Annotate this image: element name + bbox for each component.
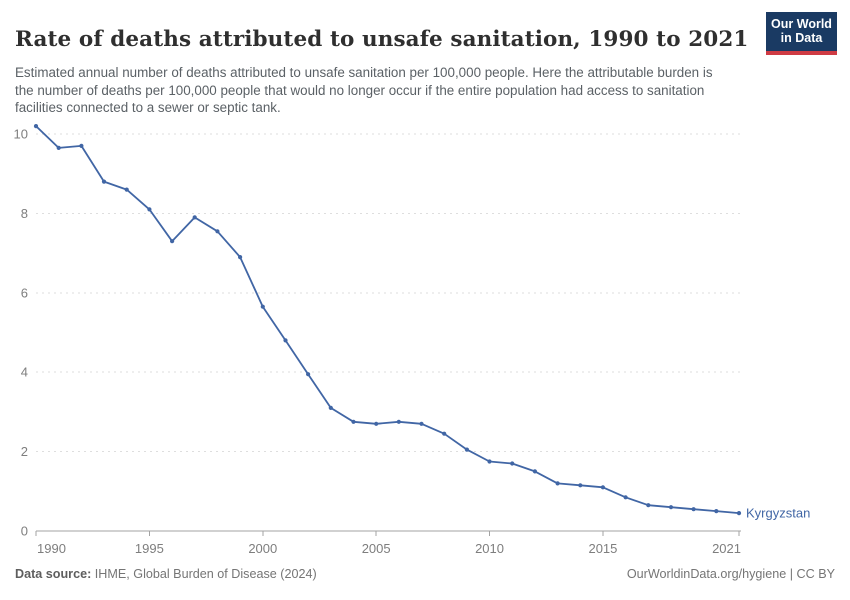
data-point[interactable]: [124, 187, 129, 192]
data-point[interactable]: [79, 143, 84, 148]
y-axis-label: 8: [21, 206, 28, 221]
data-point[interactable]: [147, 207, 152, 212]
y-axis-label: 10: [14, 127, 28, 142]
data-point[interactable]: [374, 421, 379, 426]
y-axis-label: 0: [21, 524, 28, 539]
y-axis-label: 6: [21, 285, 28, 300]
data-point[interactable]: [532, 469, 538, 474]
data-point[interactable]: [56, 145, 61, 150]
x-axis-label: 1995: [135, 541, 164, 556]
data-point[interactable]: [238, 255, 243, 260]
data-point[interactable]: [101, 179, 107, 184]
y-axis-label: 2: [21, 444, 28, 459]
data-point[interactable]: [714, 509, 719, 514]
data-point[interactable]: [691, 507, 696, 512]
chart-subtitle: Estimated annual number of deaths attrib…: [15, 65, 713, 116]
license-credit: OurWorldinData.org/hygiene | CC BY: [626, 567, 835, 581]
data-point[interactable]: [33, 124, 39, 129]
data-point[interactable]: [351, 419, 356, 424]
data-point[interactable]: [646, 503, 651, 508]
data-point[interactable]: [578, 483, 583, 488]
chart-footer: Data source: IHME, Global Burden of Dise…: [15, 567, 835, 581]
data-point[interactable]: [464, 447, 469, 452]
data-point[interactable]: [487, 459, 492, 464]
data-point[interactable]: [215, 229, 220, 234]
chart-title: Rate of deaths attributed to unsafe sani…: [15, 27, 749, 53]
data-point[interactable]: [170, 239, 175, 244]
owid-logo[interactable]: Our World in Data: [766, 12, 837, 55]
data-point[interactable]: [442, 431, 447, 436]
series-label-kyrgyzstan: Kyrgyzstan: [746, 506, 810, 521]
data-point[interactable]: [419, 421, 424, 426]
data-source-note: Data source: IHME, Global Burden of Dise…: [15, 567, 317, 581]
data-point[interactable]: [328, 405, 333, 410]
data-point[interactable]: [510, 461, 515, 466]
x-axis-label: 1990: [37, 541, 66, 556]
data-point[interactable]: [260, 304, 265, 309]
data-point[interactable]: [736, 511, 742, 516]
x-axis-label: 2021: [712, 541, 741, 556]
x-axis-label: 2010: [475, 541, 504, 556]
owid-logo-line1: Our World: [771, 17, 832, 31]
owid-logo-line2: in Data: [780, 31, 823, 45]
data-point[interactable]: [668, 505, 674, 510]
data-point[interactable]: [192, 215, 197, 220]
x-axis-label: 2005: [362, 541, 391, 556]
x-axis-label: 2015: [588, 541, 617, 556]
y-axis-label: 4: [21, 365, 28, 380]
data-point[interactable]: [600, 485, 606, 490]
data-point[interactable]: [306, 372, 311, 377]
data-source-text: IHME, Global Burden of Disease (2024): [91, 567, 317, 581]
line-chart-canvas[interactable]: 0 2 4 6 8 10 1990 1995 2000 2005 2010 2015 2021 Kyrgy…: [0, 110, 850, 562]
trend-line-kyrgyzstan[interactable]: [35, 125, 740, 515]
x-axis-label: 2000: [248, 541, 277, 556]
data-point[interactable]: [623, 495, 628, 500]
data-point[interactable]: [396, 419, 401, 424]
data-point[interactable]: [555, 481, 560, 486]
data-source-label: Data source:: [15, 567, 92, 581]
data-point[interactable]: [283, 338, 288, 343]
